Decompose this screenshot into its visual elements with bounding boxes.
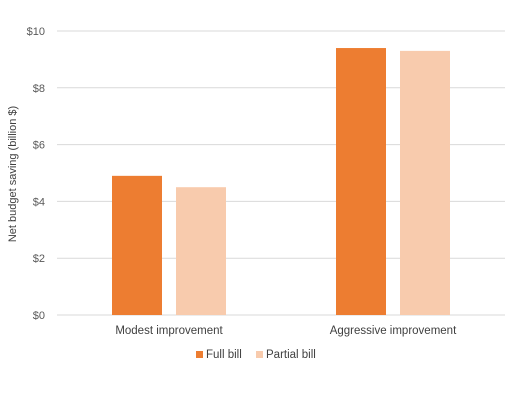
y-axis-label: Net budget saving (billion $) <box>7 106 19 242</box>
y-tick-label: $10 <box>27 26 45 38</box>
y-tick-label: $4 <box>33 196 45 208</box>
x-category-label: Modest improvement <box>115 325 223 337</box>
y-tick-label: $2 <box>33 253 45 265</box>
x-category-label: Aggressive improvement <box>330 325 457 337</box>
bar-full-bill <box>336 48 386 315</box>
legend-swatch <box>196 351 203 358</box>
legend-swatch <box>256 351 263 358</box>
legend-label: Full bill <box>206 349 242 361</box>
y-tick-label: $8 <box>33 83 45 95</box>
bar-partial-bill <box>400 50 450 315</box>
y-tick-label: $6 <box>33 140 45 152</box>
legend-label: Partial bill <box>266 349 316 361</box>
x-axis-categories: Modest improvement Aggressive improvement <box>115 325 457 337</box>
y-axis-ticks: $0 $2 $4 $6 $8 $10 <box>27 26 45 322</box>
bar-partial-bill <box>176 187 226 315</box>
bars <box>112 48 450 315</box>
legend: Full bill Partial bill <box>196 349 316 361</box>
y-tick-label: $0 <box>33 310 45 322</box>
bar-full-bill <box>112 175 162 315</box>
